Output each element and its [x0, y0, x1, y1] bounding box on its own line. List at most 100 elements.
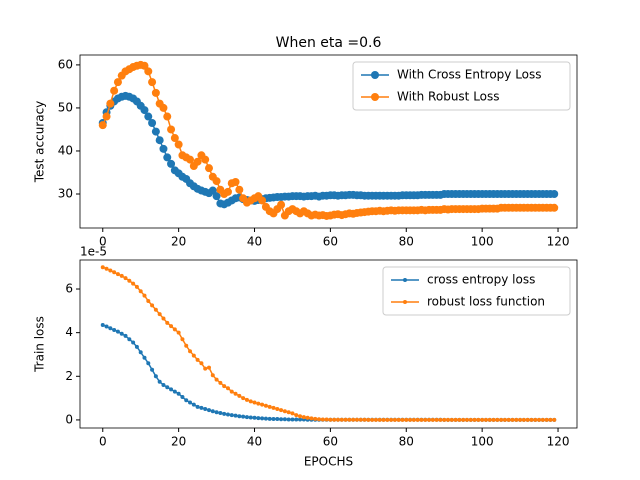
y-axis-label: Test accuracy [33, 101, 47, 184]
marker [461, 417, 466, 422]
x-tick-label: 20 [171, 435, 186, 449]
marker [506, 417, 511, 422]
marker [423, 417, 428, 422]
marker [267, 404, 272, 409]
marker [169, 324, 174, 329]
marker [206, 408, 211, 413]
marker [159, 103, 168, 112]
x-tick-label: 20 [171, 235, 186, 249]
marker [163, 112, 172, 121]
marker [218, 380, 223, 385]
marker [294, 417, 299, 422]
legend-marker [403, 278, 407, 282]
marker [514, 417, 519, 422]
marker [123, 276, 128, 281]
marker [127, 337, 132, 342]
marker [140, 61, 149, 70]
marker [373, 417, 378, 422]
marker [385, 417, 390, 422]
offset-text: 1e-5 [80, 245, 107, 259]
marker [430, 417, 435, 422]
series [100, 265, 557, 422]
legend: With Cross Entropy Loss With Robust Loss [352, 61, 571, 111]
y-tick-label: 6 [65, 282, 73, 296]
marker [138, 350, 143, 355]
marker [112, 270, 117, 275]
legend-marker [371, 93, 379, 101]
marker [151, 127, 160, 136]
marker [104, 324, 109, 329]
marker [317, 417, 322, 422]
marker [191, 402, 196, 407]
marker [237, 393, 242, 398]
marker [449, 417, 454, 422]
x-tick-label: 0 [99, 235, 107, 249]
marker [438, 417, 443, 422]
marker [335, 417, 340, 422]
marker [279, 417, 284, 422]
marker [427, 417, 432, 422]
x-tick-label: 60 [323, 235, 338, 249]
marker [442, 417, 447, 422]
marker [457, 417, 462, 422]
marker [408, 417, 413, 422]
marker [434, 417, 439, 422]
marker [191, 353, 196, 358]
marker [119, 331, 124, 336]
marker [483, 417, 488, 422]
marker [480, 417, 485, 422]
marker [113, 78, 122, 87]
marker [170, 134, 179, 143]
marker [491, 417, 496, 422]
x-tick-label: 60 [323, 435, 338, 449]
marker [210, 409, 215, 414]
marker [260, 402, 265, 407]
marker [256, 401, 261, 406]
marker [127, 278, 132, 283]
marker [324, 417, 329, 422]
legend-label: With Cross Entropy Loss [397, 68, 542, 82]
marker [203, 407, 208, 412]
marker [392, 417, 397, 422]
marker [184, 398, 189, 403]
marker [176, 330, 181, 335]
marker [231, 177, 240, 186]
series [98, 60, 559, 220]
marker [195, 404, 200, 409]
marker [354, 417, 359, 422]
marker [195, 357, 200, 362]
marker [223, 187, 232, 196]
marker [142, 293, 147, 298]
marker [464, 417, 469, 422]
marker [108, 268, 113, 273]
marker [144, 112, 153, 121]
x-tick-label: 100 [471, 435, 494, 449]
axes-frame [79, 259, 578, 429]
x-tick-label: 80 [399, 435, 414, 449]
marker [233, 413, 238, 418]
marker [140, 106, 149, 115]
marker [252, 400, 257, 405]
marker [134, 344, 139, 349]
y-tick-label: 0 [65, 412, 73, 426]
marker [100, 323, 105, 328]
marker [193, 157, 202, 166]
marker [142, 355, 147, 360]
marker [237, 414, 242, 419]
marker [468, 417, 473, 422]
marker [110, 86, 119, 95]
marker [115, 329, 120, 334]
marker [472, 417, 477, 422]
marker [204, 164, 213, 173]
marker [131, 281, 136, 286]
x-tick-label: 120 [547, 235, 570, 249]
marker [214, 377, 219, 382]
marker [358, 417, 363, 422]
y-tick-label: 2 [65, 369, 73, 383]
marker [186, 155, 195, 164]
marker [199, 361, 204, 366]
marker [328, 417, 333, 422]
chart-title: When eta =0.6 [276, 35, 382, 51]
marker [271, 417, 276, 422]
